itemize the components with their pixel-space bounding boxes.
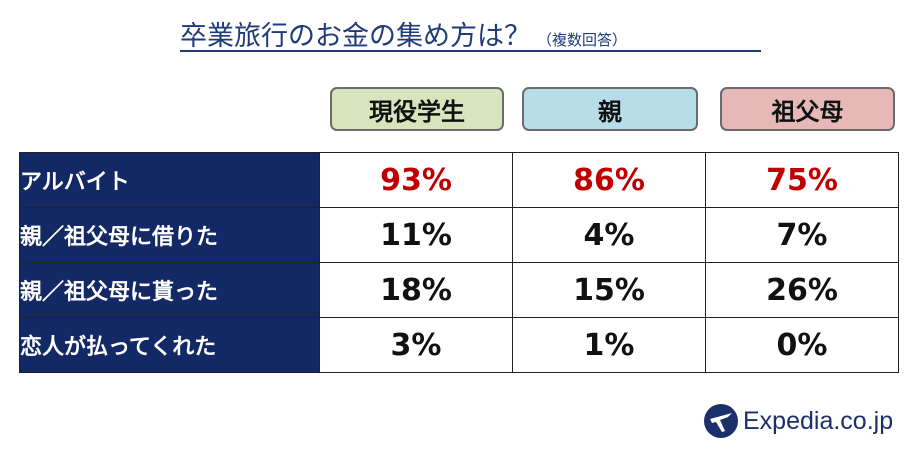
column-header-parents: 親 <box>522 87 698 131</box>
value-cell: 18% <box>319 262 513 318</box>
table-row: 恋人が払ってくれた 3% 1% 0% <box>19 317 899 373</box>
value-cell: 15% <box>512 262 706 318</box>
data-table: アルバイト 93% 86% 75% 親／祖父母に借りた 11% 4% 7% 親／祖父母に貰った 1… <box>19 152 899 373</box>
value-cell: 1% <box>512 317 706 373</box>
value-cell: 75% <box>705 152 899 208</box>
chart-title-sub: （複数回答） <box>537 31 628 49</box>
row-label: アルバイト <box>19 152 320 208</box>
value-cell: 4% <box>512 207 706 263</box>
table-row: 親／祖父母に借りた 11% 4% 7% <box>19 207 899 263</box>
expedia-logo: Expedia.co.jp <box>703 402 893 440</box>
row-label: 親／祖父母に借りた <box>19 207 320 263</box>
value-cell: 26% <box>705 262 899 318</box>
value-cell: 7% <box>705 207 899 263</box>
value-cell: 11% <box>319 207 513 263</box>
column-header-current-students: 現役学生 <box>330 87 504 131</box>
value-cell: 93% <box>319 152 513 208</box>
row-label: 恋人が払ってくれた <box>19 317 320 373</box>
value-cell: 0% <box>705 317 899 373</box>
title-underline <box>180 50 761 52</box>
expedia-plane-icon <box>704 404 738 438</box>
chart-title: 卒業旅行のお金の集め方は？ （複数回答） <box>180 14 780 53</box>
expedia-logo-text: Expedia.co.jp <box>743 406 894 435</box>
value-cell: 3% <box>319 317 513 373</box>
chart-title-main: 卒業旅行のお金の集め方は？ <box>180 21 531 52</box>
table-row: アルバイト 93% 86% 75% <box>19 152 899 208</box>
row-label: 親／祖父母に貰った <box>19 262 320 318</box>
value-cell: 86% <box>512 152 706 208</box>
column-header-grandparents: 祖父母 <box>720 87 895 131</box>
table-row: 親／祖父母に貰った 18% 15% 26% <box>19 262 899 318</box>
